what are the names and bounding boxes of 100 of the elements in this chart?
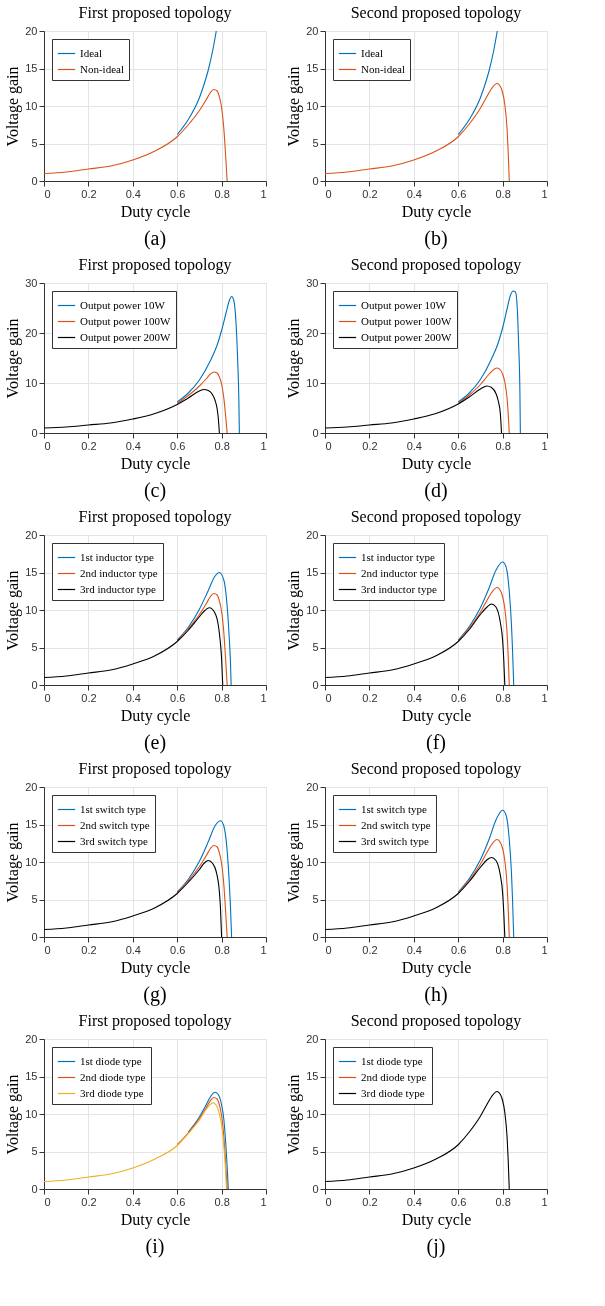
x-tick-label: 1 [260, 943, 267, 956]
y-tick-label: 15 [25, 818, 38, 830]
chart-title: Second proposed topology [350, 4, 522, 22]
x-tick-label: 0.2 [362, 187, 378, 200]
y-tick-label: 20 [25, 326, 38, 339]
x-tick-label: 0 [44, 691, 51, 704]
y-tick-label: 0 [31, 1182, 38, 1195]
line-series [325, 82, 510, 181]
x-tick-label: 0.4 [406, 439, 422, 452]
line-series [457, 838, 510, 937]
y-tick-label: 0 [312, 174, 319, 187]
x-tick-label: 0.2 [362, 943, 378, 956]
x-tick-label: 1 [541, 439, 548, 452]
chart-title: First proposed topology [78, 256, 232, 274]
chart-title: First proposed topology [78, 760, 232, 778]
line-series [176, 1096, 228, 1189]
line-series [176, 31, 217, 136]
y-tick-label: 0 [312, 426, 319, 439]
chart-title: Second proposed topology [350, 256, 522, 274]
y-tick-label: 10 [306, 1107, 319, 1120]
x-tick-label: 0.2 [81, 691, 97, 704]
y-tick-label: 10 [25, 855, 38, 868]
line-series [457, 290, 521, 433]
y-tick-label: 5 [312, 641, 319, 653]
line-series [325, 603, 506, 685]
y-tick-label: 5 [31, 641, 38, 653]
line-series [44, 607, 224, 685]
x-tick-label: 0.6 [170, 691, 186, 704]
x-tick-label: 0.8 [214, 187, 230, 200]
legend-label: 3rd inductor type [80, 582, 156, 595]
legend-label: 3rd diode type [361, 1086, 425, 1099]
text: (h) [424, 983, 448, 1006]
legend-label: 2nd switch type [80, 818, 150, 831]
x-tick-label: 0.6 [451, 1195, 467, 1208]
line-series [44, 859, 223, 937]
legend-label: 2nd diode type [80, 1070, 146, 1083]
x-tick-label: 0 [44, 1195, 51, 1208]
x-tick-label: 0.6 [170, 1195, 186, 1208]
y-tick-label: 5 [312, 1145, 319, 1157]
legend-label: Output power 10W [80, 298, 166, 311]
x-tick-label: 0.4 [406, 691, 422, 704]
y-axis-title: Voltage gain [4, 822, 23, 903]
x-tick-label: 0.2 [362, 1195, 378, 1208]
y-axis-title: Voltage gain [4, 1074, 23, 1155]
x-tick-label: 0.8 [214, 1195, 230, 1208]
legend-label: 2nd switch type [361, 818, 431, 831]
x-tick-label: 1 [541, 1195, 548, 1208]
line-series [44, 88, 228, 181]
x-tick-label: 0 [325, 439, 332, 452]
x-tick-label: 0.6 [170, 439, 186, 452]
y-tick-label: 20 [25, 24, 38, 37]
legend-label: 1st switch type [361, 802, 428, 815]
y-tick-label: 5 [31, 893, 38, 905]
text: (j) [426, 1235, 446, 1258]
y-tick-label: 5 [312, 137, 319, 149]
line-series [325, 1090, 510, 1189]
x-tick-label: 0.6 [451, 691, 467, 704]
x-axis-title: Duty cycle [401, 706, 472, 725]
legend-label: Non-ideal [80, 62, 124, 75]
y-tick-label: 10 [25, 1107, 38, 1120]
x-tick-label: 0 [325, 943, 332, 956]
y-tick-label: 10 [306, 376, 319, 389]
line-series [44, 1102, 228, 1189]
y-tick-label: 5 [312, 893, 319, 905]
line-series [457, 586, 510, 685]
legend-label: 2nd inductor type [361, 566, 439, 579]
y-axis-title: Voltage gain [285, 1074, 304, 1155]
y-tick-label: 15 [306, 1070, 319, 1082]
x-tick-label: 0 [325, 1195, 332, 1208]
y-tick-label: 0 [31, 930, 38, 943]
y-tick-label: 0 [31, 678, 38, 691]
y-tick-label: 10 [306, 855, 319, 868]
y-tick-label: 15 [25, 1070, 38, 1082]
text: (i) [145, 1235, 165, 1258]
x-tick-label: 0 [325, 691, 332, 704]
x-tick-label: 0.6 [451, 439, 467, 452]
x-tick-label: 0.6 [170, 187, 186, 200]
legend-label: 2nd diode type [361, 1070, 427, 1083]
line-series [44, 388, 220, 433]
y-tick-label: 15 [25, 566, 38, 578]
y-tick-label: 15 [306, 566, 319, 578]
line-series [176, 371, 228, 433]
line-series [176, 592, 228, 685]
x-tick-label: 0.4 [406, 1195, 422, 1208]
x-axis-title: Duty cycle [120, 1210, 191, 1229]
x-tick-label: 0.2 [81, 439, 97, 452]
legend-label: 3rd diode type [80, 1086, 144, 1099]
x-tick-label: 0.8 [495, 943, 511, 956]
y-tick-label: 0 [312, 678, 319, 691]
legend-label: 3rd inductor type [361, 582, 437, 595]
x-tick-label: 0 [325, 187, 332, 200]
chart-title: First proposed topology [78, 1012, 232, 1030]
x-axis-title: Duty cycle [120, 958, 191, 977]
legend-label: Output power 100W [80, 314, 172, 327]
line-series [176, 844, 228, 937]
x-tick-label: 1 [260, 691, 267, 704]
x-axis-title: Duty cycle [401, 1210, 472, 1229]
legend-label: Output power 200W [80, 330, 172, 343]
x-tick-label: 1 [260, 187, 267, 200]
x-tick-label: 0.4 [406, 943, 422, 956]
